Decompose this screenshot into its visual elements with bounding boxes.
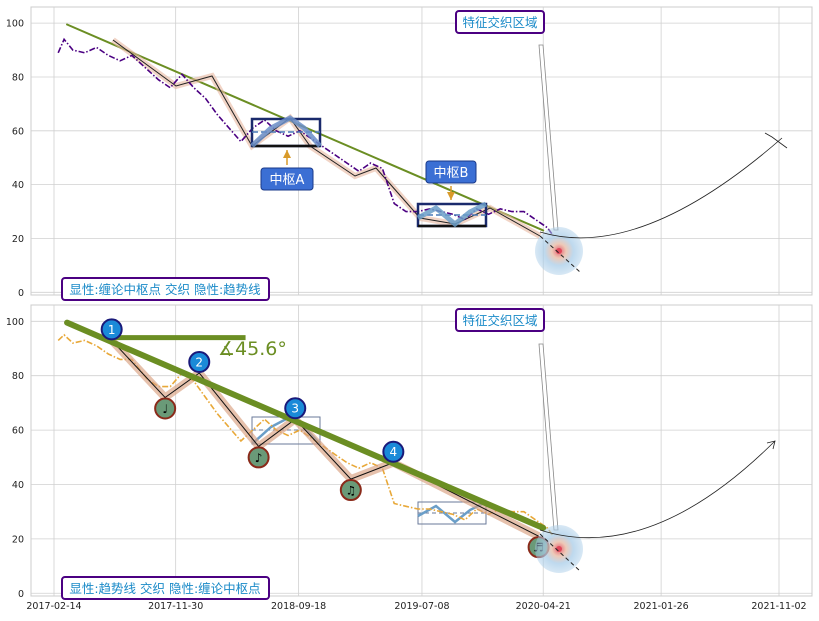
bottom-feature-dash-line bbox=[539, 533, 581, 572]
pivot-label: ♪ bbox=[255, 451, 263, 465]
bottom-legend-note-box bbox=[61, 576, 270, 600]
top-price-series bbox=[57, 37, 554, 237]
pivot-circle bbox=[382, 440, 405, 463]
y-tick-label: 0 bbox=[18, 589, 24, 600]
pivot-circle bbox=[339, 479, 362, 502]
pivot-line bbox=[111, 340, 539, 537]
bottom-y-tick-labels: 0 20 40 60 80 100 bbox=[6, 317, 24, 600]
top-plot-frame bbox=[30, 6, 813, 296]
pivot-label: 2 bbox=[195, 355, 203, 369]
top-projection-tail bbox=[764, 132, 788, 149]
top-feature-label-box bbox=[455, 10, 545, 34]
zhongshu-b-zigzag bbox=[416, 201, 488, 228]
pivot-low-marker: ♫ bbox=[339, 479, 362, 502]
top-legend-note-box bbox=[61, 277, 270, 301]
zhongshu-b-label-box bbox=[425, 160, 477, 184]
x-tick-label: 2021-01-26 bbox=[634, 601, 689, 612]
y-tick-label: 80 bbox=[12, 72, 24, 83]
pivot-label: ♩ bbox=[162, 402, 168, 416]
y-tick-label: 60 bbox=[12, 426, 24, 437]
pivot-circle bbox=[154, 397, 177, 420]
zhongshu-a-arrowhead bbox=[283, 150, 291, 158]
bottom-trend-line bbox=[64, 319, 547, 532]
y-tick-label: 20 bbox=[12, 234, 24, 245]
zhongshu-b-arrowhead bbox=[447, 192, 455, 200]
x-tick-label: 2021-11-02 bbox=[751, 601, 806, 612]
y-tick-label: 40 bbox=[12, 180, 24, 191]
top-panel: 0 20 40 60 80 100 中枢A 中枢B bbox=[6, 6, 813, 301]
bottom-plot-frame bbox=[30, 304, 813, 597]
pivot-circle bbox=[284, 397, 307, 420]
x-tick-label: 2019-07-08 bbox=[394, 601, 449, 612]
zhongshu-a: 中枢A bbox=[250, 115, 322, 191]
y-tick-label: 40 bbox=[12, 480, 24, 491]
pivot-low-marker: ♩ bbox=[154, 397, 177, 420]
y-tick-label: 100 bbox=[6, 317, 24, 328]
bottom-pivot-path bbox=[108, 337, 541, 540]
y-tick-label: 0 bbox=[18, 288, 24, 299]
y-tick-label: 20 bbox=[12, 534, 24, 545]
top-y-tick-labels: 0 20 40 60 80 100 bbox=[6, 19, 24, 299]
top-feature-core bbox=[556, 248, 562, 254]
zhongshu-b-label: 中枢B bbox=[434, 166, 469, 181]
bottom-feature-label-box bbox=[455, 308, 545, 332]
x-tick-labels: 2017-02-14 2017-11-30 2018-09-18 2019-07-08… bbox=[26, 601, 806, 612]
bottom-projection-curve bbox=[539, 440, 776, 539]
pivot-label: 3 bbox=[291, 402, 299, 416]
pivot-circle bbox=[247, 446, 270, 469]
top-feature-region: 特征交织区域 bbox=[455, 10, 788, 275]
bottom-feature-region: 特征交织区域 bbox=[455, 308, 776, 573]
bottom-feature-label: 特征交织区域 bbox=[462, 313, 537, 328]
pivot-high-marker: 2 bbox=[188, 350, 211, 373]
top-projection-curve bbox=[539, 137, 783, 239]
x-tick-label: 2020-04-21 bbox=[516, 601, 571, 612]
pivot-low-marker: ♪ bbox=[247, 446, 270, 469]
top-feature-label: 特征交织区域 bbox=[462, 15, 537, 30]
pivot-high-marker: 3 bbox=[284, 397, 307, 420]
angle-label: ∡45.6° bbox=[218, 338, 287, 360]
x-tick-label: 2017-02-14 bbox=[26, 601, 81, 612]
bottom-panel: 0 20 40 60 80 100 2017-02-14 2017-11-30 2018-09… bbox=[6, 304, 813, 612]
y-tick-label: 60 bbox=[12, 126, 24, 137]
zhongshu-a-label-box bbox=[260, 167, 314, 191]
zhongshu-a-zigzag bbox=[250, 115, 322, 148]
pivot-circle bbox=[100, 318, 123, 341]
trend-line bbox=[64, 319, 547, 532]
zhongshu-b: 中枢B bbox=[416, 160, 488, 228]
pivot-circle bbox=[188, 350, 211, 373]
x-tick-label: 2018-09-18 bbox=[271, 601, 326, 612]
price-series-line bbox=[57, 37, 554, 237]
bottom-legend-note: 显性:趋势线 交织 隐性:缠论中枢点 bbox=[69, 581, 260, 596]
top-feature-dash-line bbox=[539, 235, 581, 273]
y-tick-label: 100 bbox=[6, 19, 24, 30]
top-legend-note: 显性:缠论中枢点 交织 隐性:趋势线 bbox=[69, 282, 261, 297]
pivot-label: 4 bbox=[390, 445, 398, 459]
pivot-label: 1 bbox=[108, 323, 116, 337]
x-tick-label: 2017-11-30 bbox=[148, 601, 203, 612]
zhongshu-a-label: 中枢A bbox=[270, 173, 305, 188]
pivot-label: ♫ bbox=[345, 484, 356, 498]
pivot-high-marker: 1 bbox=[100, 318, 123, 341]
y-tick-label: 80 bbox=[12, 371, 24, 382]
bottom-projection-arrowhead bbox=[766, 440, 776, 450]
pivot-high-marker: 4 bbox=[382, 440, 405, 463]
